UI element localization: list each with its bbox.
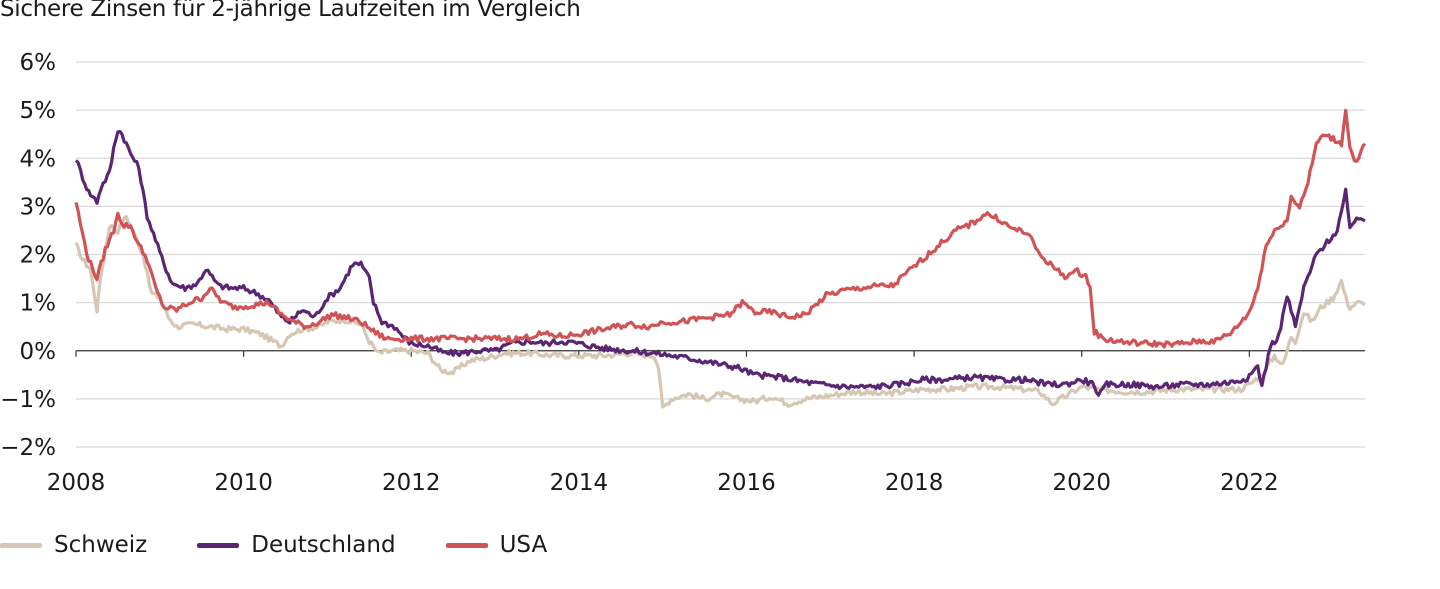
legend-item-usa: USA — [445, 532, 548, 558]
y-tick-label: −1% — [0, 387, 56, 413]
legend-item-deutschland: Deutschland — [197, 532, 396, 558]
legend-label: Schweiz — [54, 532, 148, 558]
legend-label: Deutschland — [251, 532, 396, 558]
y-tick-label: 2% — [20, 243, 57, 269]
y-tick-label: 0% — [20, 339, 57, 365]
y-tick-label: 4% — [20, 146, 57, 172]
y-tick-label: 6% — [20, 50, 57, 76]
legend-item-schweiz: Schweiz — [0, 532, 147, 558]
series-line-deutschland — [74, 130, 1366, 397]
x-tick-label: 2022 — [1220, 470, 1279, 496]
legend-swatch-schweiz — [0, 542, 42, 548]
y-tick-label: 5% — [20, 98, 57, 124]
y-tick-label: −2% — [0, 435, 56, 461]
line-chart: 6% 5% 4% 3% 2% 1% 0% −1% −2% 2008 2010 2012 2014 201… — [0, 50, 1367, 496]
x-tick-label: 2008 — [47, 470, 106, 496]
series-lines — [74, 108, 1367, 409]
y-axis-ticks: 6% 5% 4% 3% 2% 1% 0% −1% −2% — [0, 50, 56, 461]
y-tick-label: 1% — [20, 291, 57, 317]
x-axis: 2008 2010 2012 2014 2016 2018 2020 2022 — [47, 350, 1365, 496]
x-tick-label: 2010 — [214, 470, 273, 496]
legend: Schweiz Deutschland USA — [0, 530, 597, 560]
legend-swatch-usa — [445, 542, 488, 548]
y-tick-label: 3% — [20, 194, 57, 220]
x-tick-label: 2014 — [550, 470, 609, 496]
x-tick-label: 2012 — [382, 470, 441, 496]
x-tick-label: 2016 — [717, 470, 776, 496]
legend-swatch-deutschland — [197, 542, 240, 548]
gridlines — [76, 61, 1365, 448]
legend-label: USA — [499, 532, 548, 558]
chart-title: Sichere Zinsen für 2-jährige Laufzeiten … — [0, 0, 581, 22]
x-tick-label: 2020 — [1052, 470, 1111, 496]
series-line-usa — [74, 108, 1367, 349]
series-line-schweiz — [74, 214, 1366, 409]
x-tick-label: 2018 — [885, 470, 944, 496]
